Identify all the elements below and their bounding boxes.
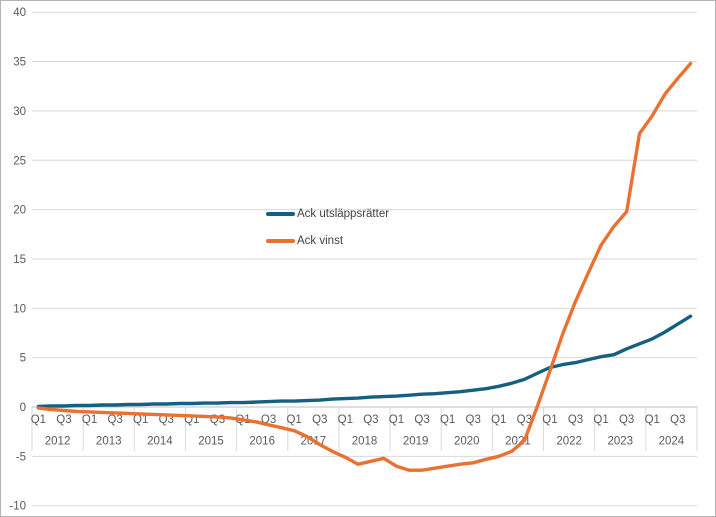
year-label: 2023: [607, 436, 633, 448]
legend-line-swatch-icon: [266, 212, 295, 216]
legend-line-swatch-icon: [266, 239, 295, 243]
quarter-tick-label: Q1: [82, 414, 97, 426]
quarter-tick-label: Q3: [312, 414, 327, 426]
y-axis-tick-label: 5: [20, 353, 26, 365]
quarter-tick-label: Q3: [107, 414, 122, 426]
legend-item-ack-vinst[interactable]: Ack vinst: [266, 232, 389, 250]
y-axis-tick-label: -5: [16, 451, 26, 463]
year-label: 2012: [45, 436, 71, 448]
quarter-tick-label: Q1: [593, 414, 608, 426]
year-label: 2020: [454, 436, 480, 448]
quarter-tick-label: Q3: [466, 414, 481, 426]
legend-item-ack-utslappsratter[interactable]: Ack utsläppsrätter: [266, 205, 389, 223]
quarter-tick-label: Q1: [645, 414, 660, 426]
quarter-tick-label: Q1: [440, 414, 455, 426]
y-axis-tick-label: 20: [13, 205, 26, 217]
year-label: 2022: [556, 436, 582, 448]
year-label: 2016: [249, 436, 275, 448]
quarter-tick-label: Q3: [363, 414, 378, 426]
quarter-tick-label: Q3: [159, 414, 174, 426]
quarter-tick-label: Q3: [619, 414, 634, 426]
year-label: 2014: [147, 436, 173, 448]
quarter-tick-label: Q1: [389, 414, 404, 426]
legend-label: Ack utsläppsrätter: [297, 208, 390, 220]
quarter-tick-label: Q3: [568, 414, 583, 426]
quarter-tick-label: Q3: [517, 414, 532, 426]
y-axis-tick-label: 35: [13, 57, 26, 69]
y-axis-tick-label: 0: [20, 402, 26, 414]
y-axis-tick-label: 30: [13, 106, 26, 118]
year-label: 2024: [659, 436, 685, 448]
quarter-tick-label: Q3: [414, 414, 429, 426]
quarter-tick-label: Q1: [338, 414, 353, 426]
quarter-tick-label: Q3: [56, 414, 71, 426]
quarter-tick-label: Q1: [286, 414, 301, 426]
quarter-tick-label: Q1: [542, 414, 557, 426]
quarter-tick-label: Q1: [491, 414, 506, 426]
year-label: 2015: [198, 436, 224, 448]
quarter-tick-label: Q3: [670, 414, 685, 426]
chart-legend: Ack utsläppsrätter Ack vinst: [266, 205, 389, 250]
y-axis-tick-label: 25: [13, 155, 26, 167]
y-axis-tick-label: 10: [13, 303, 26, 315]
year-label: 2013: [96, 436, 122, 448]
series-line-ack-utslappsratter: [36, 314, 693, 409]
quarter-tick-label: Q1: [133, 414, 148, 426]
quarter-tick-label: Q1: [31, 414, 46, 426]
legend-label: Ack vinst: [297, 235, 344, 247]
year-label: 2018: [352, 436, 378, 448]
y-axis-tick-label: 15: [13, 254, 26, 266]
y-axis-tick-label: -10: [9, 501, 26, 513]
year-label: 2019: [403, 436, 429, 448]
y-axis-tick-label: 40: [13, 7, 26, 19]
series-line-ack-vinst: [36, 61, 693, 472]
